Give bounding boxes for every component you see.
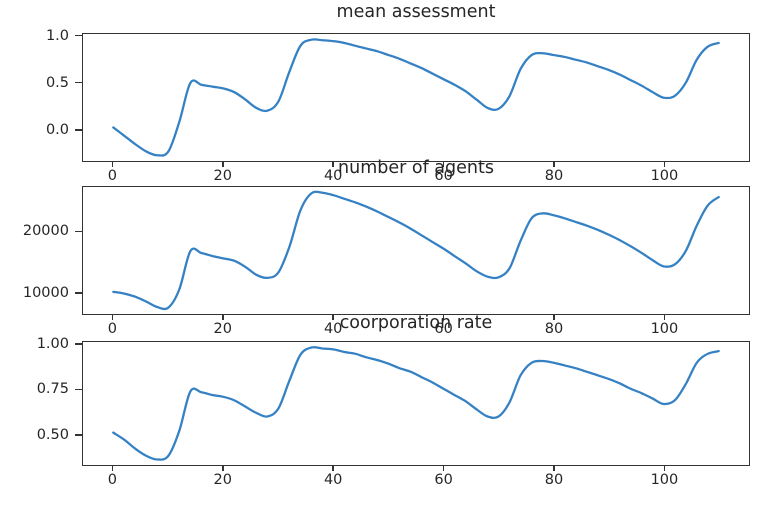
x-tick-mark	[222, 466, 224, 471]
x-tick-mark	[332, 466, 334, 471]
y-tick-label: 1.00	[36, 335, 69, 352]
x-tick-mark	[111, 162, 114, 167]
x-tick-label: 80	[544, 472, 564, 488]
x-tick-mark	[111, 315, 114, 320]
x-tick-mark	[442, 162, 445, 167]
x-tick-mark	[222, 162, 224, 167]
x-tick-label: 0	[107, 472, 117, 488]
x-tick-label: 60	[434, 168, 453, 184]
x-tick-label: 40	[323, 168, 343, 184]
x-tick-label: 80	[544, 168, 564, 184]
x-tick-mark	[111, 466, 114, 471]
series-path	[112, 190, 720, 311]
line-series-coorporation-rate	[112, 346, 720, 461]
x-tick-mark	[663, 315, 666, 320]
x-tick-label: 0	[107, 168, 117, 184]
x-tick-label: 40	[323, 321, 343, 337]
x-tick-mark	[553, 315, 555, 320]
x-tick-label: 60	[434, 472, 453, 488]
x-tick-label: 20	[213, 472, 232, 488]
y-tick-label: 10000	[22, 285, 69, 302]
x-tick-label: 40	[323, 472, 343, 488]
x-tick-label: 100	[650, 168, 679, 184]
x-tick-mark	[553, 466, 555, 471]
x-tick-label: 20	[213, 321, 232, 337]
x-tick-mark	[332, 315, 334, 320]
y-tick-mark	[75, 230, 82, 233]
y-tick-label: 20000	[22, 223, 69, 240]
x-tick-mark	[332, 162, 334, 167]
series-path	[112, 346, 720, 461]
x-tick-mark	[442, 315, 445, 320]
y-tick-label: 0.5	[45, 74, 69, 91]
x-tick-mark	[222, 315, 224, 320]
y-tick-mark	[75, 343, 82, 345]
x-tick-mark	[663, 162, 666, 167]
y-tick-label: 0.0	[45, 121, 69, 138]
x-tick-mark	[663, 466, 666, 471]
line-series-number-of-agents	[112, 190, 720, 311]
x-tick-mark	[553, 162, 555, 167]
y-tick-mark	[75, 434, 82, 436]
x-tick-mark	[442, 466, 445, 471]
y-tick-mark	[75, 34, 82, 37]
x-tick-label: 100	[650, 472, 679, 488]
chart-title-mean-assessment: mean assessment	[336, 2, 496, 22]
x-tick-label: 20	[213, 168, 232, 184]
x-tick-label: 100	[650, 321, 679, 337]
y-tick-label: 1.0	[45, 27, 69, 44]
y-tick-mark	[75, 388, 82, 391]
y-tick-mark	[75, 292, 82, 294]
line-series-mean-assessment	[112, 38, 720, 157]
series-path	[112, 38, 720, 157]
y-tick-label: 0.50	[36, 426, 69, 443]
plot-area-mean-assessment	[82, 33, 750, 162]
y-tick-mark	[75, 81, 82, 84]
plot-area-coorporation-rate	[82, 341, 750, 466]
plot-area-number-of-agents	[82, 186, 750, 315]
x-tick-label: 60	[434, 321, 453, 337]
x-tick-label: 80	[544, 321, 564, 337]
x-tick-label: 0	[107, 321, 117, 337]
y-tick-label: 0.75	[36, 381, 69, 398]
chart-title-number-of-agents: number of agents	[338, 158, 494, 178]
chart-title-coorporation-rate: coorporation rate	[339, 313, 493, 333]
y-tick-mark	[75, 129, 82, 131]
